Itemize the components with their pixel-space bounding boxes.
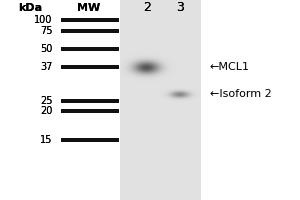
Text: 3: 3 — [176, 1, 184, 14]
Text: kDa: kDa — [18, 3, 42, 13]
Text: 25: 25 — [40, 96, 52, 106]
Bar — [165, 11, 195, 196]
Text: 20: 20 — [40, 106, 52, 116]
Bar — [132, 11, 162, 196]
Text: kDa: kDa — [18, 3, 42, 13]
Text: 37: 37 — [40, 62, 52, 72]
Bar — [61, 109, 118, 113]
Bar — [61, 65, 118, 69]
Text: 100: 100 — [34, 15, 52, 25]
Bar — [61, 109, 118, 113]
Text: 2: 2 — [143, 1, 151, 14]
Bar — [61, 29, 118, 33]
Bar — [61, 47, 118, 51]
Bar — [120, 11, 201, 196]
Bar — [61, 18, 118, 22]
Text: 100: 100 — [34, 15, 52, 25]
Text: 15: 15 — [40, 135, 52, 145]
Text: ←Isoform 2: ←Isoform 2 — [210, 89, 272, 99]
Text: 50: 50 — [40, 44, 52, 54]
Bar — [61, 47, 118, 51]
Text: 2: 2 — [143, 1, 151, 14]
Text: 3: 3 — [176, 1, 184, 14]
Bar — [61, 138, 118, 142]
Text: MW: MW — [77, 3, 100, 13]
Bar — [61, 29, 118, 33]
Text: 25: 25 — [40, 96, 52, 106]
Text: 75: 75 — [40, 26, 52, 36]
Bar — [61, 99, 118, 103]
Text: 37: 37 — [40, 62, 52, 72]
Text: 20: 20 — [40, 106, 52, 116]
Bar — [61, 65, 118, 69]
Text: MW: MW — [77, 3, 100, 13]
Text: ←MCL1: ←MCL1 — [210, 62, 250, 72]
Bar — [61, 138, 118, 142]
Text: 50: 50 — [40, 44, 52, 54]
Text: 75: 75 — [40, 26, 52, 36]
Bar — [61, 99, 118, 103]
Text: 15: 15 — [40, 135, 52, 145]
Bar — [61, 18, 118, 22]
